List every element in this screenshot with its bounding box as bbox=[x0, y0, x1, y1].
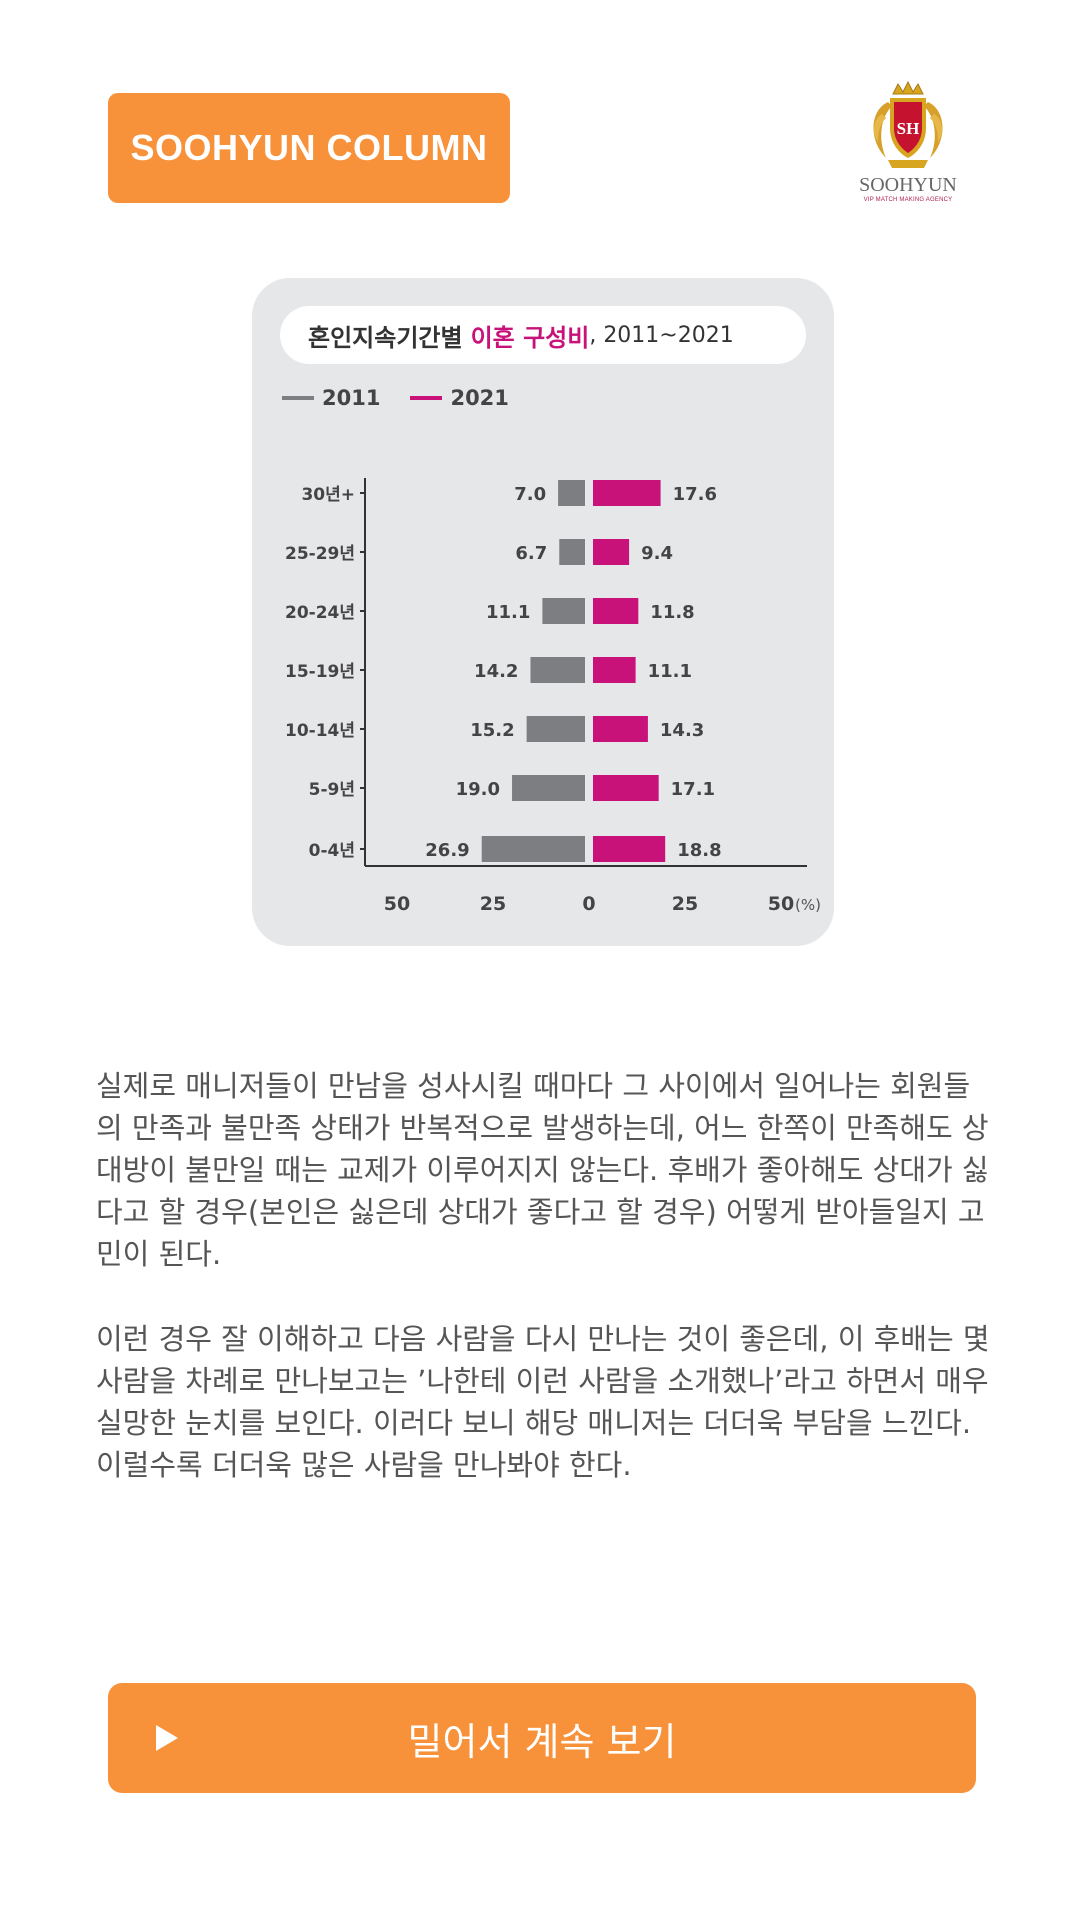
divorce-chart: 혼인지속기간별 이혼 구성비 , 2011~2021 2011 2021 30년… bbox=[252, 278, 834, 946]
bar-2011 bbox=[512, 775, 585, 801]
data-label-2011: 19.0 bbox=[456, 779, 500, 800]
chart-legend: 2011 2021 bbox=[282, 386, 539, 410]
continue-button-label: 밀어서 계속 보기 bbox=[407, 1719, 677, 1764]
y-tick-label: 25-29년 bbox=[285, 544, 355, 564]
data-label-2021: 17.6 bbox=[673, 484, 717, 505]
crest-icon: SH bbox=[873, 80, 943, 168]
x-tick-label: 50 bbox=[768, 893, 794, 915]
y-tick-label: 30년+ bbox=[301, 485, 355, 505]
data-label-2011: 7.0 bbox=[514, 484, 546, 505]
x-unit-label: (%) bbox=[795, 896, 821, 914]
bar-2011 bbox=[481, 836, 585, 862]
data-label-2021: 17.1 bbox=[671, 779, 715, 800]
chart-plot: 30년+ 7.0 17.6 25-29년 6.7 9.4 20-24년 11.1 11.8 15-… bbox=[285, 478, 821, 915]
article-paragraph-1: 실제로 매니저들이 만남을 성사시킬 때마다 그 사이에서 일어나는 회원들의 … bbox=[96, 1069, 989, 1271]
bar-2011 bbox=[559, 539, 585, 565]
legend-swatch-2011 bbox=[282, 396, 314, 400]
data-label-2011: 26.9 bbox=[425, 840, 469, 861]
logo-monogram: SH bbox=[897, 119, 920, 138]
bar-2021 bbox=[593, 836, 666, 862]
legend-swatch-2021 bbox=[410, 396, 443, 400]
y-tick-label: 15-19년 bbox=[285, 662, 355, 682]
legend-label-2011: 2011 bbox=[322, 386, 381, 410]
y-tick-label: 20-24년 bbox=[285, 603, 355, 623]
data-label-2011: 6.7 bbox=[515, 543, 547, 564]
bar-2011 bbox=[526, 716, 585, 742]
y-tick-label: 10-14년 bbox=[285, 721, 355, 741]
chart-title-years: , 2011~2021 bbox=[589, 322, 734, 348]
continue-button[interactable]: 밀어서 계속 보기 bbox=[108, 1683, 976, 1793]
data-label-2011: 14.2 bbox=[474, 661, 518, 682]
bar-2021 bbox=[593, 598, 639, 624]
data-label-2021: 18.8 bbox=[677, 840, 721, 861]
data-label-2011: 15.2 bbox=[470, 720, 514, 741]
bar-2011 bbox=[542, 598, 585, 624]
data-label-2011: 11.1 bbox=[486, 602, 530, 623]
y-tick-label: 0-4년 bbox=[309, 841, 355, 861]
chart-title: 혼인지속기간별 이혼 구성비 , 2011~2021 bbox=[280, 306, 806, 364]
data-label-2021: 14.3 bbox=[660, 720, 704, 741]
column-badge: SOOHYUN COLUMN bbox=[108, 93, 510, 203]
legend-label-2021: 2021 bbox=[450, 386, 509, 410]
data-label-2021: 11.1 bbox=[648, 661, 692, 682]
bar-2011 bbox=[530, 657, 585, 683]
data-label-2021: 11.8 bbox=[650, 602, 694, 623]
chart-title-main: 혼인지속기간별 bbox=[308, 323, 463, 352]
x-tick-label: 25 bbox=[480, 893, 506, 915]
chart-title-highlight: 이혼 구성비 bbox=[470, 323, 590, 352]
soohyun-logo[interactable]: SH SOOHYUN VIP MATCH MAKING AGENCY bbox=[848, 80, 968, 220]
bar-2021 bbox=[593, 539, 630, 565]
y-tick-label: 5-9년 bbox=[309, 780, 355, 800]
bar-2021 bbox=[593, 480, 661, 506]
legend-item-2011: 2011 bbox=[282, 386, 380, 410]
legend-item-2021: 2021 bbox=[410, 386, 509, 410]
bar-2021 bbox=[593, 716, 648, 742]
x-tick-label: 0 bbox=[582, 893, 595, 915]
bar-2021 bbox=[593, 657, 636, 683]
logo-wordmark: SOOHYUN bbox=[859, 174, 957, 196]
x-tick-label: 25 bbox=[672, 893, 698, 915]
article-paragraph-2: 이런 경우 잘 이해하고 다음 사람을 다시 만나는 것이 좋은데, 이 후배는… bbox=[96, 1322, 990, 1482]
x-tick-label: 50 bbox=[384, 893, 410, 915]
data-label-2021: 9.4 bbox=[641, 543, 673, 564]
play-icon bbox=[156, 1725, 178, 1751]
bar-2011 bbox=[558, 480, 585, 506]
bar-2021 bbox=[593, 775, 659, 801]
logo-tagline: VIP MATCH MAKING AGENCY bbox=[863, 197, 953, 203]
